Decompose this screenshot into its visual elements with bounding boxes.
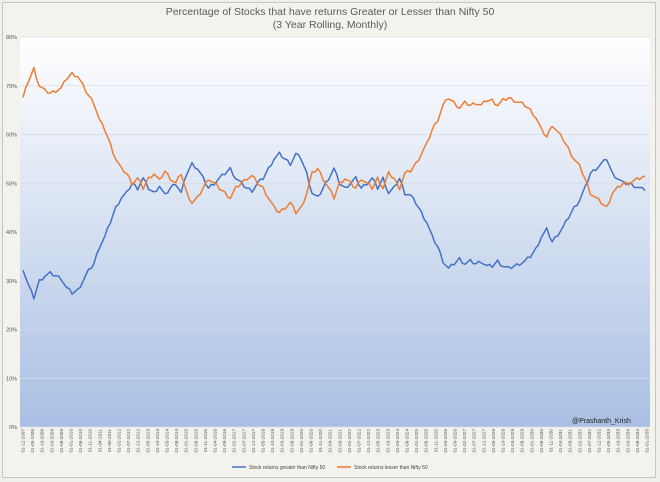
x-tick-label: 01-10-2023 bbox=[385, 429, 390, 453]
x-tick-label: 01-03-2034 bbox=[625, 429, 630, 453]
x-tick-label: 01-10-2013 bbox=[155, 429, 160, 453]
x-tick-label: 01-03-2019 bbox=[280, 429, 285, 453]
x-tick-label: 01-09-2021 bbox=[337, 429, 342, 453]
x-tick-label: 01-03-2009 bbox=[49, 429, 54, 453]
series-line-greater bbox=[22, 151, 646, 300]
chart-title-block: Percentage of Stocks that have returns G… bbox=[0, 6, 660, 32]
x-tick-label: 01-01-2015 bbox=[184, 429, 189, 453]
y-axis: 0% 10% 20% 30% 40% 50% 60% 70% 80% bbox=[6, 35, 17, 431]
x-tick-label: 01-12-2017 bbox=[251, 429, 256, 453]
y-tick-label: 10% bbox=[6, 376, 17, 382]
x-tick-label: 01-05-2028 bbox=[491, 429, 496, 453]
x-tick-label: 01-11-2025 bbox=[433, 429, 438, 453]
x-tick-label: 01-09-2011 bbox=[107, 429, 112, 453]
legend-label: Stock returns greater than Nifty 50 bbox=[249, 465, 325, 471]
series-line-lesser bbox=[22, 66, 646, 215]
x-tick-label: 01-10-2018 bbox=[270, 429, 275, 453]
x-tick-label: 01-09-2016 bbox=[222, 429, 227, 453]
y-tick-label: 70% bbox=[6, 84, 17, 90]
x-tick-label: 01-02-2032 bbox=[577, 429, 582, 453]
x-tick-label: 01-06-2020 bbox=[309, 429, 314, 453]
legend-label: Stock returns lesser than Nifty 50 bbox=[354, 465, 428, 471]
x-tick-label: 01-10-2008 bbox=[40, 429, 45, 453]
x-tick-label: 01-07-2032 bbox=[587, 429, 592, 453]
x-tick-label: 01-07-2022 bbox=[357, 429, 362, 453]
x-axis: 01-12-2007 01-05-2008 01-10-2008 01-03-2009… bbox=[21, 429, 650, 453]
x-tick-label: 01-02-2022 bbox=[347, 429, 352, 453]
x-tick-label: 01-01-2020 bbox=[299, 429, 304, 453]
x-tick-label: 01-08-2009 bbox=[59, 429, 64, 453]
x-tick-label: 01-08-2024 bbox=[405, 429, 410, 453]
x-tick-label: 01-03-2024 bbox=[395, 429, 400, 453]
x-tick-label: 01-05-2008 bbox=[30, 429, 35, 453]
x-tick-label: 01-12-2032 bbox=[597, 429, 602, 453]
y-tick-label: 50% bbox=[6, 181, 17, 187]
x-tick-label: 01-11-2010 bbox=[88, 429, 93, 453]
x-tick-label: 01-12-2012 bbox=[136, 429, 141, 453]
x-tick-label: 01-02-2017 bbox=[232, 429, 237, 453]
x-tick-label: 01-06-2015 bbox=[193, 429, 198, 453]
x-tick-label: 01-01-2010 bbox=[69, 429, 74, 453]
x-tick-label: 01-04-2026 bbox=[443, 429, 448, 453]
x-tick-label: 01-11-2020 bbox=[318, 429, 323, 453]
watermark-text: @Prashanth_Krish bbox=[572, 418, 631, 425]
x-tick-label: 01-05-2013 bbox=[145, 429, 150, 453]
x-tick-label: 01-10-2028 bbox=[501, 429, 506, 453]
x-tick-label: 01-06-2030 bbox=[539, 429, 544, 453]
x-tick-label: 01-01-2025 bbox=[414, 429, 419, 453]
x-tick-label: 01-07-2012 bbox=[126, 429, 131, 453]
x-tick-label: 01-06-2025 bbox=[424, 429, 429, 453]
x-tick-label: 01-03-2029 bbox=[510, 429, 515, 453]
x-tick-label: 01-12-2007 bbox=[21, 429, 26, 453]
x-tick-label: 01-06-2010 bbox=[78, 429, 83, 453]
x-tick-label: 01-04-2031 bbox=[558, 429, 563, 453]
x-tick-label: 01-09-2031 bbox=[568, 429, 573, 453]
x-tick-label: 01-08-2014 bbox=[174, 429, 179, 453]
x-tick-label: 01-04-2021 bbox=[328, 429, 333, 453]
x-tick-label: 01-08-2034 bbox=[635, 429, 640, 453]
series-lines bbox=[22, 66, 646, 300]
legend: Stock returns greater than Nifty 50 Stock… bbox=[232, 465, 428, 471]
y-tick-label: 60% bbox=[6, 133, 17, 139]
x-tick-label: 01-01-2030 bbox=[529, 429, 534, 453]
y-tick-label: 0% bbox=[9, 425, 17, 431]
x-tick-label: 01-07-2017 bbox=[241, 429, 246, 453]
x-tick-label: 01-05-2033 bbox=[606, 429, 611, 453]
y-tick-label: 30% bbox=[6, 279, 17, 285]
x-tick-label: 01-01-2035 bbox=[645, 429, 650, 453]
x-tick-label: 01-10-2033 bbox=[616, 429, 621, 453]
x-tick-label: 01-08-2019 bbox=[289, 429, 294, 453]
x-tick-label: 01-03-2014 bbox=[165, 429, 170, 453]
y-tick-label: 20% bbox=[6, 328, 17, 334]
chart-title: Percentage of Stocks that have returns G… bbox=[165, 6, 495, 18]
x-tick-label: 01-11-2030 bbox=[549, 429, 554, 453]
x-tick-label: 01-11-2015 bbox=[203, 429, 208, 453]
x-tick-label: 01-08-2029 bbox=[520, 429, 525, 453]
y-tick-label: 40% bbox=[6, 230, 17, 236]
x-tick-label: 01-02-2012 bbox=[117, 429, 122, 453]
x-tick-label: 01-05-2023 bbox=[376, 429, 381, 453]
x-tick-label: 01-12-2022 bbox=[366, 429, 371, 453]
x-tick-label: 01-04-2016 bbox=[213, 429, 218, 453]
y-tick-label: 80% bbox=[6, 35, 17, 41]
x-tick-label: 01-09-2026 bbox=[453, 429, 458, 453]
x-tick-label: 01-12-2027 bbox=[481, 429, 486, 453]
x-tick-label: 01-07-2027 bbox=[472, 429, 477, 453]
chart-subtitle: (3 Year Rolling, Monthly) bbox=[272, 19, 388, 31]
x-tick-label: 01-02-2027 bbox=[462, 429, 467, 453]
x-tick-label: 01-05-2018 bbox=[261, 429, 266, 453]
x-tick-label: 01-04-2011 bbox=[97, 429, 102, 453]
